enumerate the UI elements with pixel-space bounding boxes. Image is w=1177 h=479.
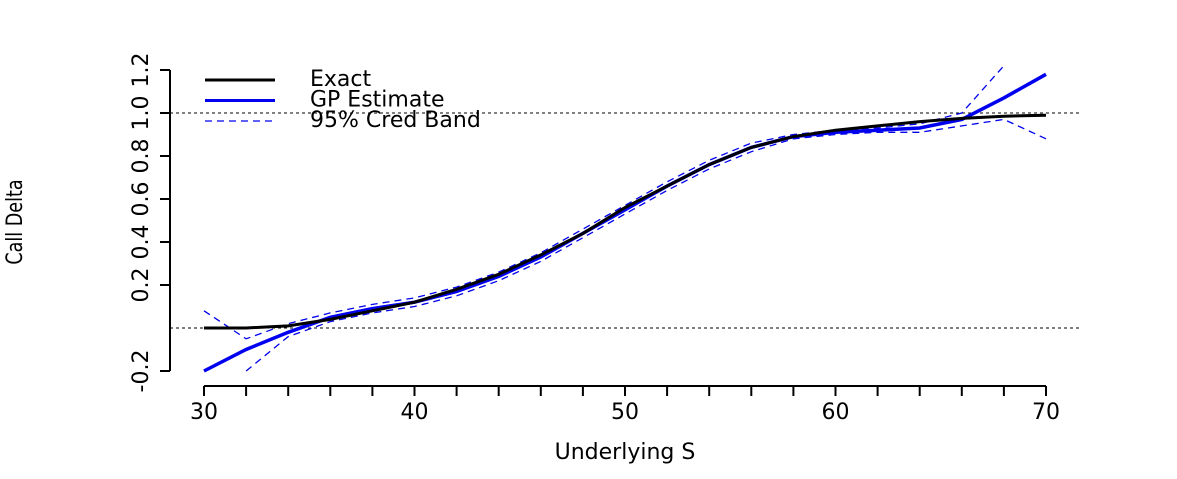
x-axis-label: Underlying S (555, 440, 696, 465)
y-axis-label: Call Delta (2, 179, 27, 264)
legend-label: Exact (310, 67, 371, 92)
y-tick-label: 0.6 (129, 182, 154, 217)
band-line (203, 65, 1005, 340)
x-tick-label: 70 (1032, 400, 1060, 425)
y-tick-label: -0.2 (129, 350, 154, 393)
y-tick-label: 0.2 (129, 268, 154, 303)
y-tick-label: 1.0 (129, 96, 154, 131)
y-tick-label: 1.2 (129, 53, 154, 88)
y-tick-label: 0.4 (129, 225, 154, 260)
x-tick-label: 50 (611, 400, 639, 425)
series-line (204, 113, 1047, 330)
band-line (245, 118, 1047, 372)
plot-area (203, 65, 1047, 373)
legend-label: 95% Cred Band (310, 108, 481, 133)
x-tick-label: 60 (822, 400, 850, 425)
series-line (203, 72, 1047, 373)
x-tick-label: 30 (190, 400, 218, 425)
x-tick-label: 40 (401, 400, 429, 425)
y-tick-label: 0.8 (129, 139, 154, 174)
legend-label: GP Estimate (310, 88, 444, 113)
